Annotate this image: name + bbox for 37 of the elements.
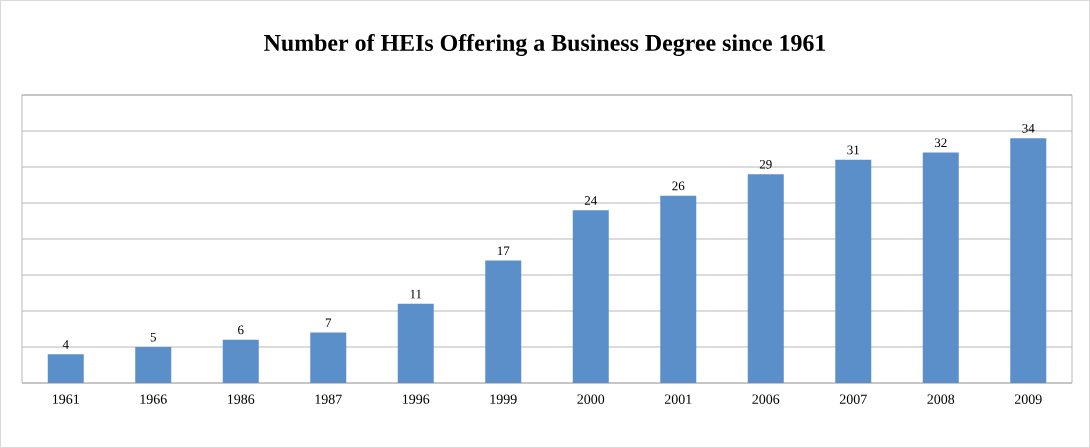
data-label: 7	[325, 318, 332, 328]
bar	[485, 260, 522, 383]
x-tick-label: 1966	[140, 394, 167, 404]
x-tick-label: 1961	[53, 394, 79, 404]
data-label: 29	[759, 159, 772, 169]
data-label: 6	[238, 325, 244, 335]
data-label: 34	[1022, 123, 1035, 133]
x-tick-label: 2000	[577, 394, 605, 404]
bar	[747, 174, 784, 383]
data-label: 26	[672, 181, 685, 191]
x-tick-label: 1999	[490, 394, 517, 404]
data-label: 11	[410, 289, 422, 299]
bar	[922, 152, 959, 383]
data-label: 17	[497, 246, 510, 256]
chart-title: Number of HEIs Offering a Business Degree since 1961	[264, 33, 826, 57]
bar	[310, 332, 347, 383]
x-tick-label: 2001	[664, 394, 692, 404]
data-label: 5	[150, 332, 156, 342]
bar	[572, 210, 609, 383]
x-tick-label: 2009	[1014, 394, 1042, 404]
bar	[660, 195, 697, 383]
data-label: 4	[62, 340, 69, 349]
data-label: 32	[934, 138, 947, 148]
bar	[397, 303, 434, 383]
bar	[1010, 138, 1047, 383]
data-label: 31	[847, 145, 859, 155]
bar	[835, 159, 872, 383]
bar	[222, 339, 259, 383]
x-tick-label: 2008	[927, 394, 955, 404]
x-tick-label: 1996	[403, 394, 430, 404]
x-tick-label: 2006	[752, 394, 780, 404]
x-tick-label: 1986	[228, 394, 255, 404]
x-tick-label: 1987	[315, 394, 342, 404]
bar	[47, 354, 84, 383]
x-tick-label: 2007	[839, 394, 867, 404]
data-label: 24	[584, 196, 598, 205]
bar	[135, 347, 172, 383]
